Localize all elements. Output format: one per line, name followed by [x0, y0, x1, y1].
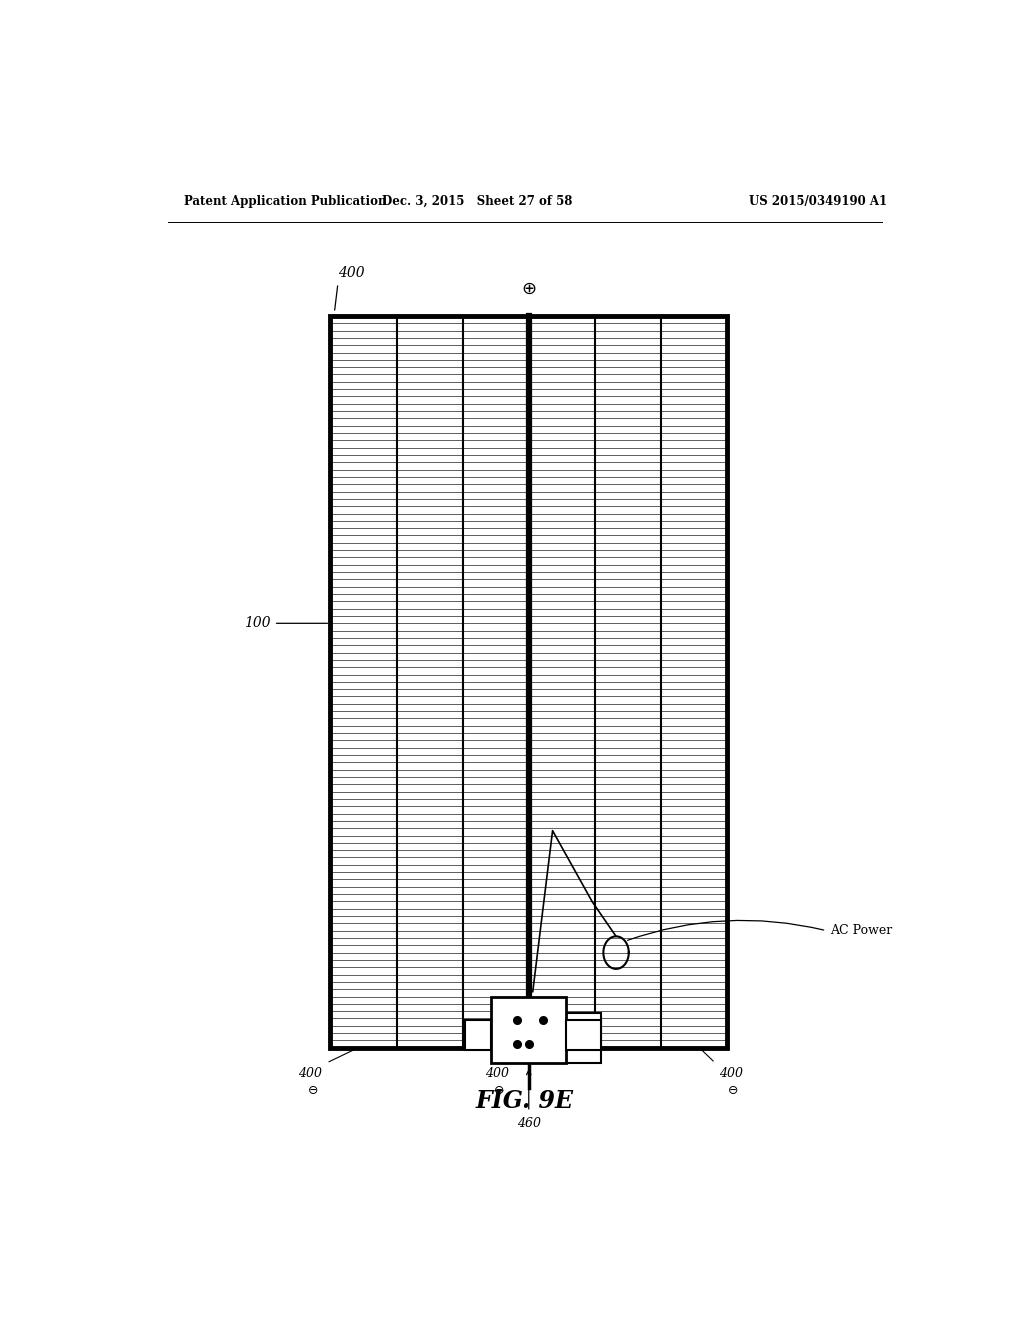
- Text: 100: 100: [244, 616, 328, 631]
- Bar: [566, 1014, 601, 1063]
- Text: ⊕: ⊕: [521, 280, 537, 297]
- Text: 460: 460: [517, 1118, 541, 1130]
- Bar: [465, 1020, 492, 1049]
- Text: US 2015/0349190 A1: US 2015/0349190 A1: [750, 194, 888, 207]
- Text: ⊖: ⊖: [728, 1084, 738, 1097]
- Text: Dec. 3, 2015   Sheet 27 of 58: Dec. 3, 2015 Sheet 27 of 58: [382, 194, 572, 207]
- Text: Patent Application Publication: Patent Application Publication: [183, 194, 386, 207]
- Text: 400: 400: [299, 1067, 323, 1080]
- Text: ⊖: ⊖: [495, 1084, 505, 1097]
- Text: 400: 400: [335, 267, 365, 310]
- Bar: [331, 315, 727, 1048]
- Text: ⊖: ⊖: [307, 1084, 318, 1097]
- Text: 400: 400: [485, 1067, 509, 1080]
- Text: 400: 400: [719, 1067, 743, 1080]
- Bar: [492, 997, 566, 1063]
- Text: FIG. 9E: FIG. 9E: [476, 1089, 573, 1113]
- Text: AC Power: AC Power: [830, 924, 893, 937]
- Bar: [566, 1020, 601, 1049]
